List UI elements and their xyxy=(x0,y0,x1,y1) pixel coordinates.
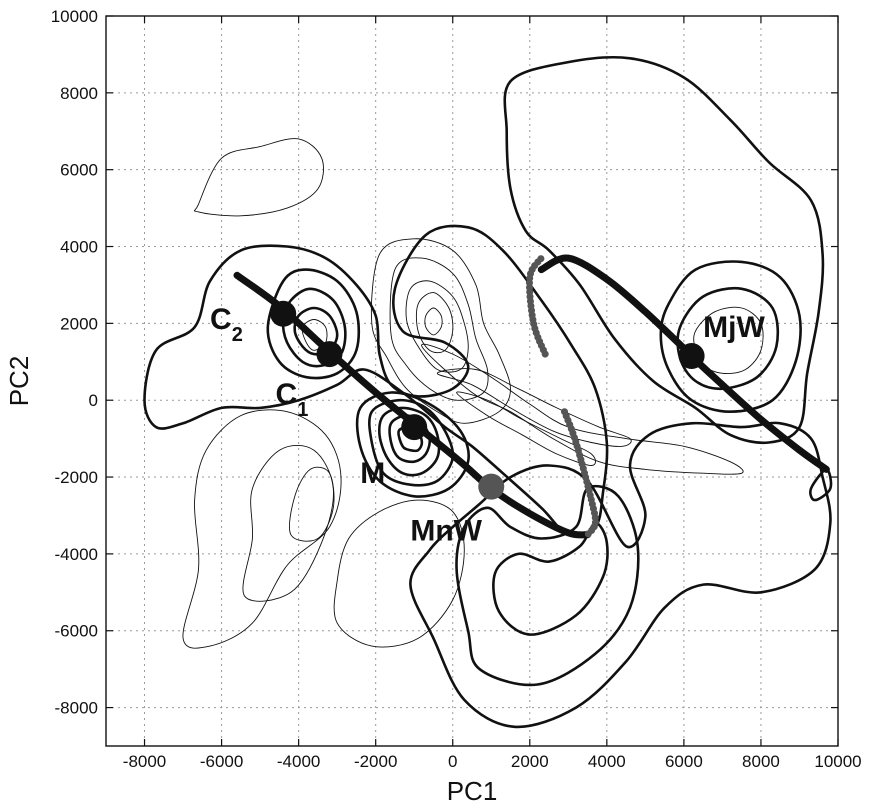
contour-line-0 xyxy=(193,138,324,217)
x-tick-label: 10000 xyxy=(814,752,861,771)
y-tick-label: 4000 xyxy=(60,238,98,257)
contour-line-18 xyxy=(415,292,454,354)
contour-line-4 xyxy=(676,287,780,391)
contour-line-22 xyxy=(456,391,596,466)
contour-line-26 xyxy=(333,499,465,648)
y-tick-label: 8000 xyxy=(60,84,98,103)
contour-lines xyxy=(143,55,833,729)
x-tick-label: -2000 xyxy=(354,752,397,771)
markers xyxy=(270,300,705,500)
contour-line-10 xyxy=(355,391,470,498)
x-tick-label: -4000 xyxy=(277,752,320,771)
contour-line-27 xyxy=(455,484,640,687)
x-tick-label: -8000 xyxy=(123,752,166,771)
trajectory-line-0 xyxy=(233,271,592,539)
marker-4 xyxy=(678,343,705,370)
y-axis-label: PC2 xyxy=(4,356,34,407)
annotation-subscript-1: 1 xyxy=(297,399,308,421)
x-tick-label: 4000 xyxy=(588,752,626,771)
y-tick-label: -2000 xyxy=(55,468,98,487)
annotation-3: MnW xyxy=(410,514,482,547)
contour-line-21 xyxy=(436,368,632,447)
contour-line-29 xyxy=(409,421,832,729)
annotation-2: M xyxy=(360,457,385,490)
annotation-1: C1 xyxy=(276,378,309,421)
annotations: C2 C1 M MnW MjW xyxy=(210,303,765,547)
marker-0 xyxy=(270,300,297,327)
trajectory-dotted-2 xyxy=(525,254,549,358)
contour-line-2 xyxy=(503,55,825,445)
trajectories xyxy=(233,254,830,539)
plot-frame xyxy=(105,15,839,747)
y-tick-label: 0 xyxy=(89,391,98,410)
x-tick-label: -6000 xyxy=(200,752,243,771)
annotation-subscript-0: 2 xyxy=(232,324,243,346)
contour-line-30 xyxy=(809,468,833,502)
contour-line-24 xyxy=(242,444,334,602)
trajectory-dotted-3 xyxy=(561,408,599,539)
contour-line-3 xyxy=(659,260,802,413)
contour-line-25 xyxy=(289,466,335,542)
contour-line-28 xyxy=(492,521,609,636)
x-axis-label: PC1 xyxy=(447,776,498,806)
contour-line-15 xyxy=(370,238,511,424)
y-tick-label: 2000 xyxy=(60,314,98,333)
grid-lines xyxy=(106,16,838,746)
annotation-0: C2 xyxy=(210,303,243,346)
x-tick-label: 0 xyxy=(448,752,457,771)
contour-line-11 xyxy=(368,398,455,487)
y-tick-label: -8000 xyxy=(55,699,98,718)
y-tick-label: 6000 xyxy=(60,161,98,180)
x-tick-label: 8000 xyxy=(742,752,780,771)
marker-1 xyxy=(316,341,343,368)
marker-3 xyxy=(478,473,505,500)
contour-line-6 xyxy=(266,268,361,380)
x-tick-label: 6000 xyxy=(665,752,703,771)
axis-ticks: -8000 -6000 -4000 -2000 0 2000 4000 6000 8000 100… xyxy=(51,7,862,771)
contour-line-16 xyxy=(389,257,489,401)
x-tick-label: 2000 xyxy=(511,752,549,771)
contour-line-19 xyxy=(424,307,443,336)
y-tick-label: -4000 xyxy=(55,545,98,564)
y-tick-label: 10000 xyxy=(51,7,98,26)
marker-2 xyxy=(401,414,428,441)
y-tick-label: -6000 xyxy=(55,622,98,641)
contour-line-23 xyxy=(182,409,342,649)
annotation-4: MjW xyxy=(703,311,765,344)
contour-line-12 xyxy=(378,406,441,477)
